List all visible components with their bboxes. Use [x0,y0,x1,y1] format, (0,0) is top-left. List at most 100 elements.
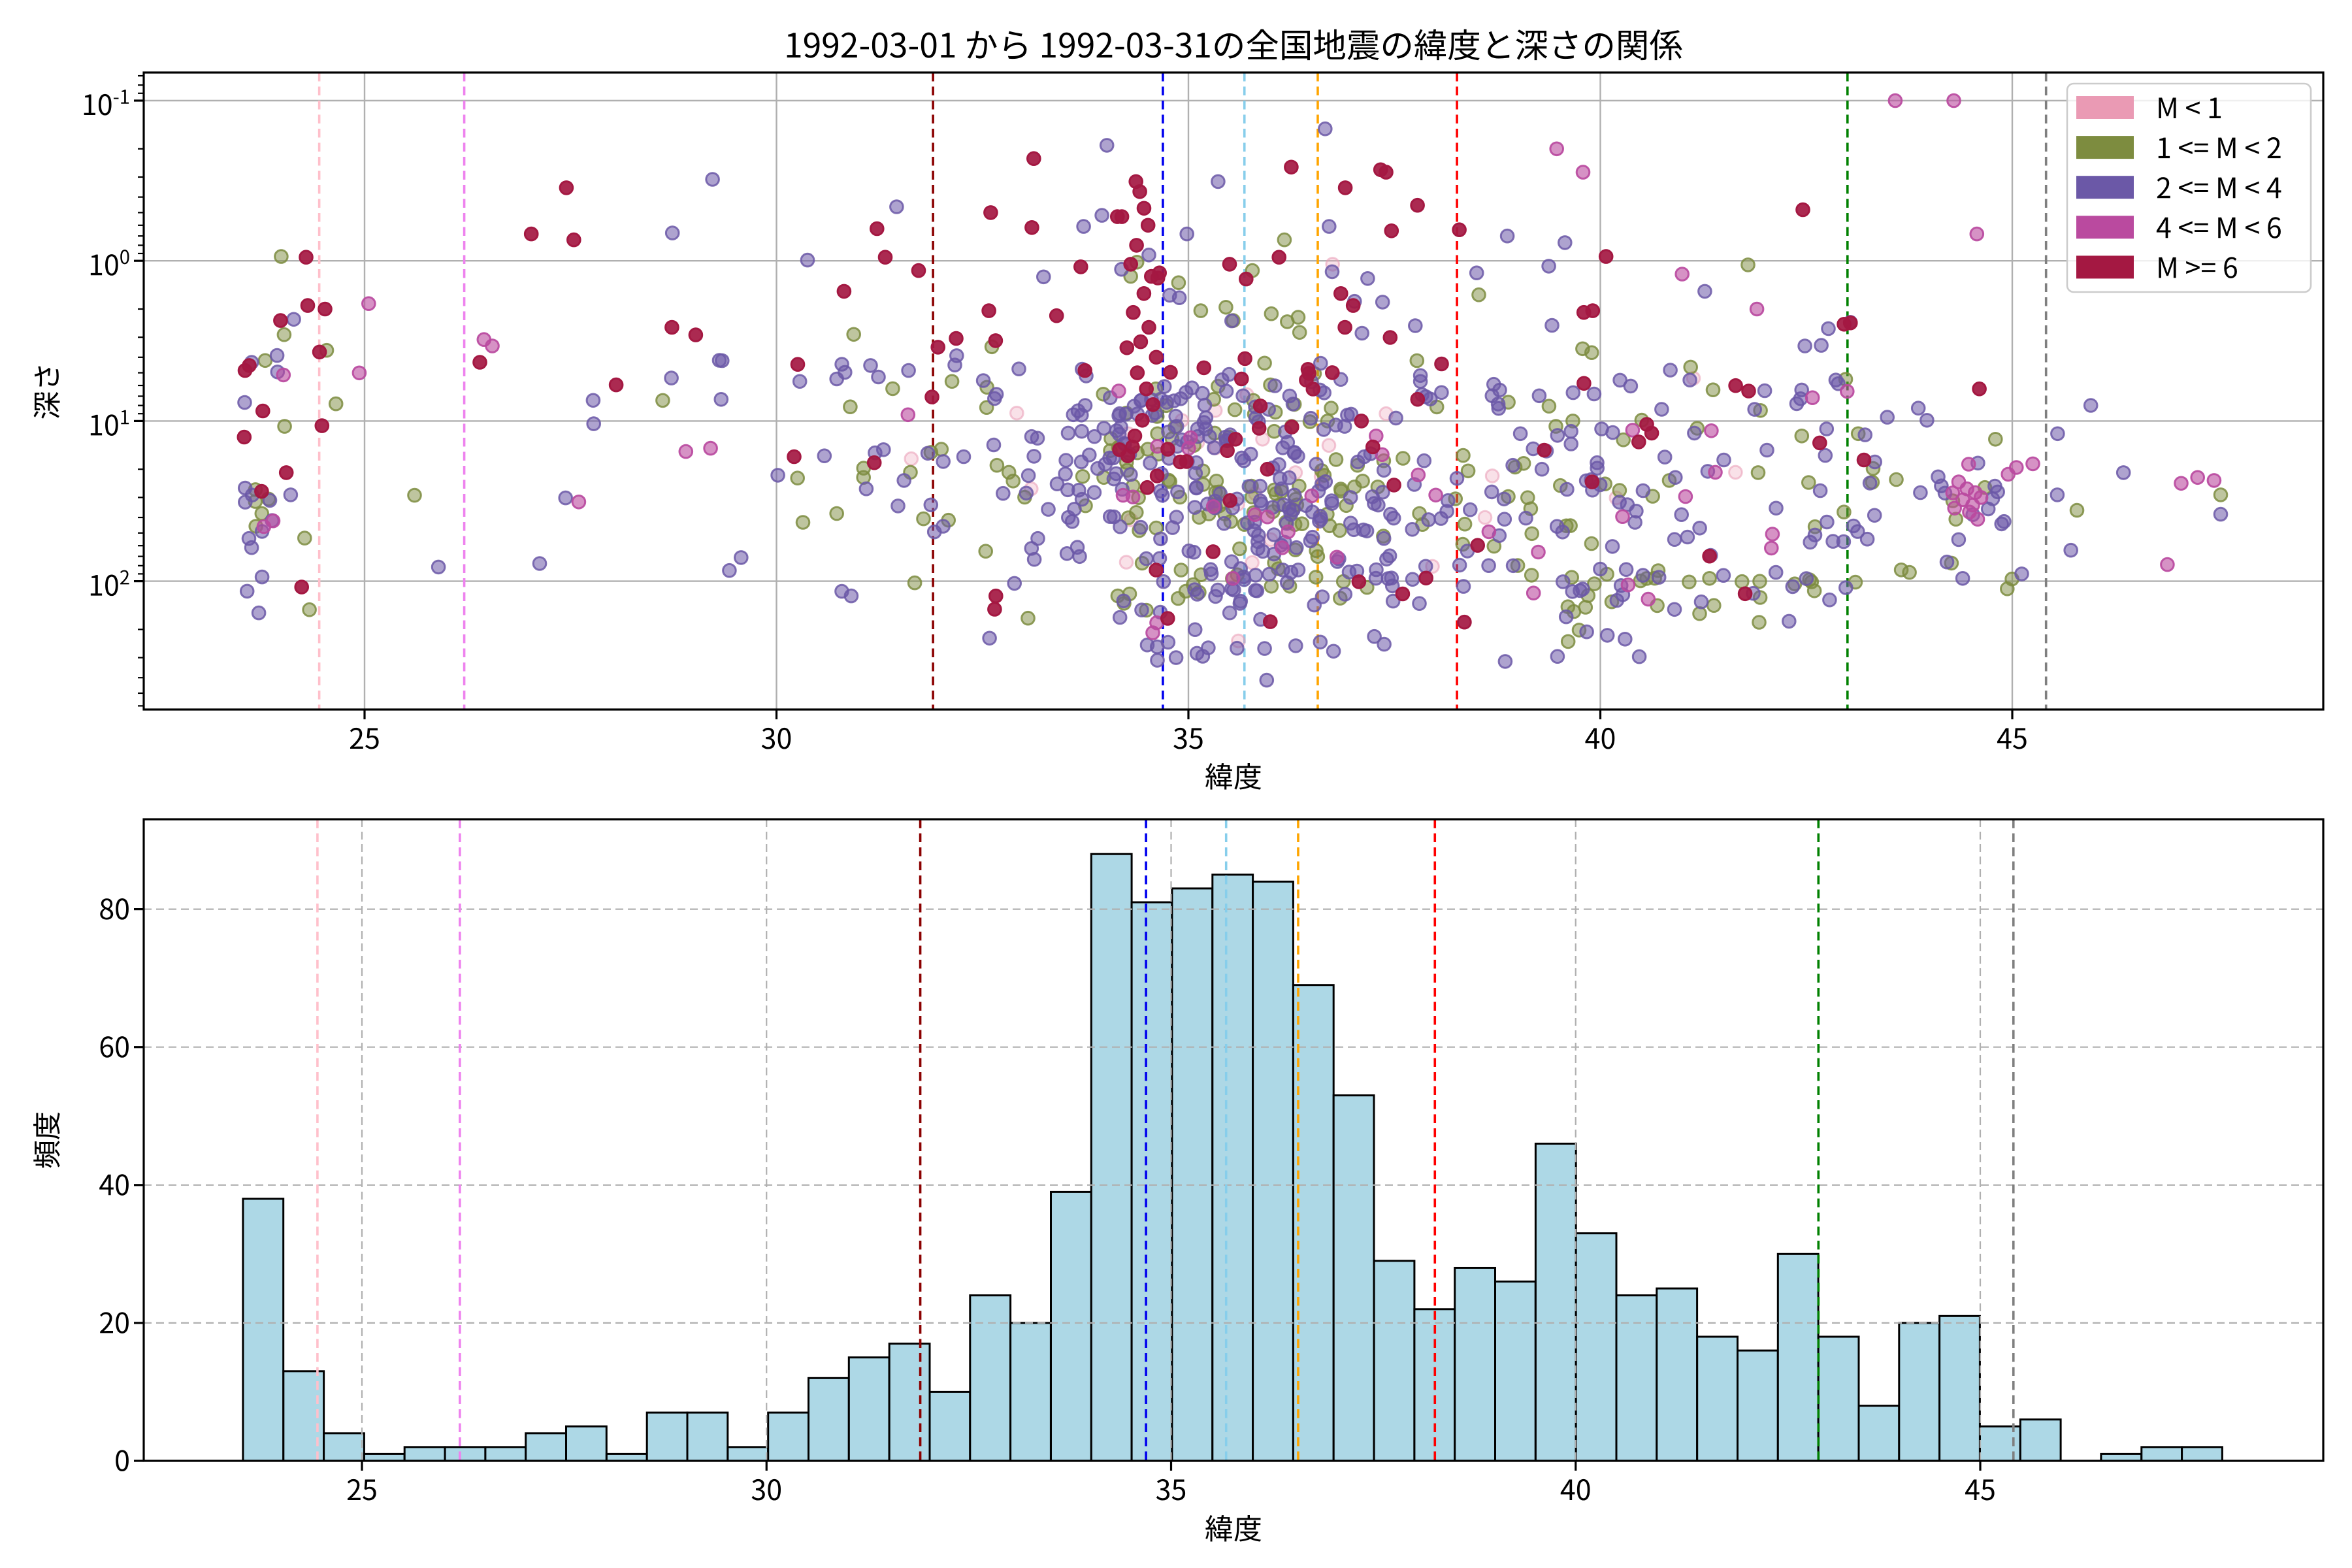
scatter-point [1667,602,1682,617]
scatter-point [1837,504,1852,520]
scatter-point [2050,487,2065,502]
scatter-point [1169,419,1184,434]
scatter-point [1764,540,1779,556]
scatter-point [1171,275,1186,291]
scatter-point [1939,554,1955,570]
scatter-point [1584,474,1600,489]
scatter-point [302,602,317,617]
scatter-point [273,313,288,328]
scatter-point [1187,622,1203,638]
scatter-point [1316,422,1331,437]
scatter-point [1220,443,1235,459]
scatter-point [1741,384,1756,399]
scatter-point [532,556,547,571]
scatter-point [1969,226,1985,242]
hist-bar [1090,853,1133,1462]
hist-bar [2140,1446,2183,1462]
scatter-point [1099,138,1115,153]
scatter-point [1750,465,1766,480]
scatter-point [312,344,327,360]
scatter-point [871,369,886,385]
hist-bar [727,1446,770,1462]
scatter-point [1740,257,1756,272]
scatter-point [705,172,720,187]
scatter-point [328,396,344,412]
scatter-point [1887,93,1903,108]
scatter-point [1073,259,1088,274]
hist-bar [242,1198,285,1462]
legend-swatch [2076,176,2134,199]
scatter-point [407,487,422,503]
hist-bar [2019,1418,2062,1462]
hist-bar [969,1294,1012,1462]
scatter-point [585,393,601,408]
scatter-point [1286,487,1302,503]
scatter-point [1618,632,1633,647]
scatter-point [1130,365,1145,380]
scatter-point [1452,557,1467,573]
hist-bar [403,1446,446,1462]
scatter-point [1843,315,1858,331]
scatter-point [1205,544,1221,559]
scatter-point [1452,222,1467,238]
scatter-point [1616,432,1631,448]
scatter-point [1805,390,1820,406]
scatter-point [1129,505,1144,520]
scatter-point [1179,454,1194,469]
scatter-point [1126,304,1141,320]
scatter-point [1484,468,1500,483]
scatter-point [2115,465,2131,480]
scatter-point [1195,385,1210,401]
scatter-point [237,429,252,445]
scatter-point [1343,406,1359,422]
scatter-point [1565,385,1581,400]
scatter-point [1693,594,1709,610]
scatter-point [1156,574,1171,589]
scatter-point [1227,402,1243,417]
scatter-point [1168,650,1184,665]
scatter-point [1290,310,1306,325]
scatter-point [1651,570,1667,585]
scatter-point [655,393,670,408]
scatter-point [1654,402,1669,417]
scatter-point [1687,425,1702,441]
scatter-point [1961,457,1976,472]
scatter-point [1794,429,1810,444]
scatter-point [1264,579,1279,594]
scatter-point [1807,527,1823,543]
hist-bar [444,1446,487,1462]
scatter-point [1205,499,1221,514]
scatter-point [1382,548,1397,564]
scatter-point [1263,614,1278,629]
scatter-point [1313,512,1329,527]
scatter-point [1759,442,1774,458]
scatter-point [1150,653,1165,668]
scatter-point [1026,151,1041,166]
scatter-point [1585,303,1601,318]
scatter-point [300,298,316,313]
scatter-point [1663,363,1678,378]
scatter-point [1421,512,1436,527]
scatter-point [1133,519,1149,535]
scatter-point [1332,523,1347,538]
scatter-point [1160,634,1176,650]
scatter-point [1470,538,1485,553]
scatter-point [904,451,919,466]
scatter-point [920,446,936,461]
scatter-point [1990,484,2005,500]
scatter-point [901,363,916,378]
scatter-point [1313,355,1328,371]
scatter-point [1512,426,1528,442]
scatter-point [237,395,252,410]
scatter-point [889,199,904,214]
scatter-point [1007,576,1022,591]
hist-bar [767,1411,809,1462]
scatter-point [1143,455,1158,471]
scatter-point [1631,649,1647,664]
scatter-point [1367,629,1382,644]
scatter-point [1481,558,1496,574]
scatter-point [1252,478,1267,494]
scatter-point [956,449,972,465]
scatter-point [1794,382,1809,398]
scatter-point [817,448,832,464]
